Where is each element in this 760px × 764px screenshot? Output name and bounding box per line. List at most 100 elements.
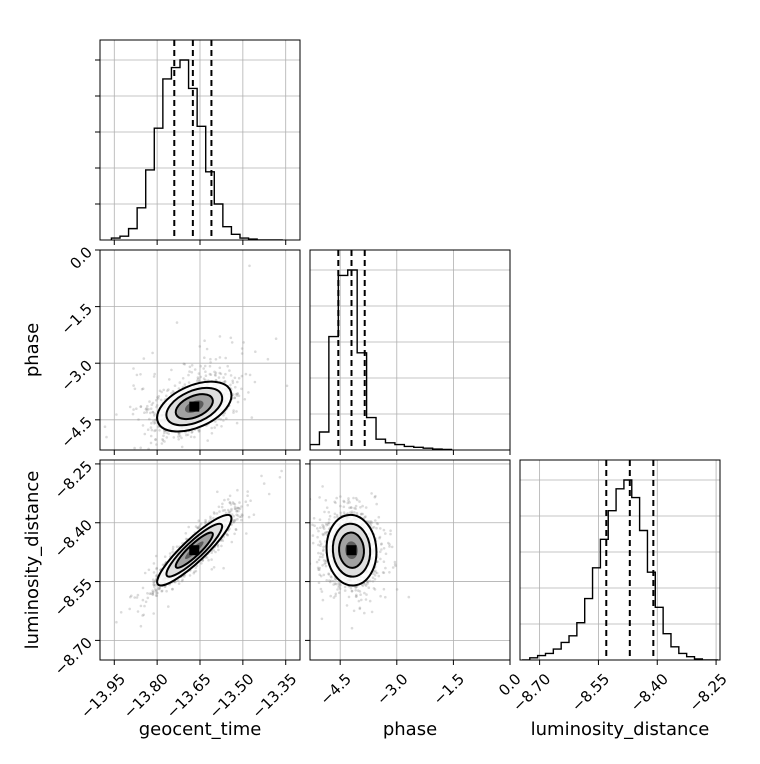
sample-point [171, 389, 175, 393]
sample-point [210, 432, 214, 435]
sample-point [329, 594, 333, 598]
sample-point [285, 384, 289, 388]
sample-point [150, 403, 154, 407]
sample-point [377, 574, 381, 578]
sample-point [395, 588, 399, 591]
y-tick-label: −8.25 [51, 457, 96, 502]
sample-point [143, 411, 146, 415]
sample-point [372, 525, 376, 529]
sample-point [237, 509, 240, 513]
sample-point [337, 591, 341, 595]
sample-point [333, 500, 337, 504]
sample-point [153, 412, 156, 415]
sample-point [234, 528, 238, 531]
sample-point [209, 517, 212, 520]
sample-point [321, 553, 325, 556]
sample-point [144, 600, 148, 604]
sample-point [375, 502, 379, 506]
sample-point [229, 374, 233, 377]
sample-point [105, 435, 108, 439]
sample-point [233, 396, 237, 400]
sample-point [236, 514, 240, 517]
sample-point [151, 578, 155, 581]
sample-point [213, 373, 217, 376]
sample-point [382, 528, 386, 532]
sample-point [235, 509, 238, 513]
sample-point [194, 569, 198, 573]
sample-point [352, 496, 355, 500]
sample-point [382, 587, 386, 591]
sample-point [181, 377, 185, 380]
sample-point [156, 396, 159, 399]
sample-point [324, 499, 328, 502]
sample-point [152, 562, 156, 565]
sample-point [382, 560, 386, 563]
x-axis-label-geocent-time: geocent_time [139, 719, 262, 740]
sample-point [236, 400, 240, 404]
sample-point [354, 586, 358, 589]
sample-point [204, 370, 207, 374]
x-tick-label: −8.55 [568, 670, 613, 715]
sample-point [355, 498, 359, 502]
sample-point [321, 598, 325, 602]
sample-point [173, 384, 177, 388]
sample-point [214, 378, 218, 382]
sample-point [149, 592, 153, 595]
sample-point [196, 376, 200, 379]
sample-point [358, 590, 362, 593]
sample-point [371, 576, 375, 579]
sample-point [240, 515, 243, 518]
sample-point [328, 580, 332, 584]
sample-point [350, 506, 353, 510]
sample-point [153, 422, 156, 425]
sample-point [372, 572, 375, 575]
sample-point [177, 438, 180, 441]
sample-point [190, 431, 194, 434]
sample-point [212, 566, 216, 569]
sample-point [208, 372, 212, 376]
sample-point [212, 548, 215, 552]
sample-point [174, 580, 177, 584]
x-tick-label: −13.95 [77, 670, 129, 722]
sample-point [235, 410, 238, 413]
sample-point [219, 372, 223, 376]
sample-point [253, 380, 257, 384]
sample-point [339, 511, 343, 515]
sample-point [322, 527, 326, 530]
sample-point [324, 564, 328, 568]
sample-point [369, 521, 372, 525]
y-tick-label: −8.40 [51, 516, 96, 561]
sample-point [182, 362, 186, 366]
density-peak [189, 401, 200, 412]
sample-point [361, 584, 365, 588]
sample-point [245, 532, 248, 535]
sample-point [190, 371, 194, 374]
sample-point [198, 524, 201, 528]
sample-point [208, 364, 212, 368]
sample-point [240, 347, 244, 350]
sample-point [333, 512, 337, 516]
x-tick-label: −4.5 [316, 670, 354, 708]
sample-point [144, 408, 148, 411]
sample-point [324, 559, 327, 563]
sample-point [192, 571, 196, 575]
sample-point [155, 404, 159, 407]
x-tick-label: −3.0 [373, 670, 411, 708]
sample-point [342, 499, 346, 503]
sample-point [153, 418, 157, 422]
sample-point [170, 368, 173, 372]
sample-point [368, 599, 372, 603]
sample-point [197, 379, 201, 383]
sample-point [235, 394, 239, 397]
sample-point [382, 547, 386, 550]
sample-point [373, 574, 377, 577]
sample-point [214, 358, 218, 361]
sample-point [228, 501, 232, 505]
sample-point [236, 488, 239, 492]
sample-point [148, 400, 151, 403]
sample-point [365, 580, 369, 584]
sample-point [364, 515, 367, 518]
sample-point [334, 592, 338, 596]
sample-point [318, 573, 322, 576]
